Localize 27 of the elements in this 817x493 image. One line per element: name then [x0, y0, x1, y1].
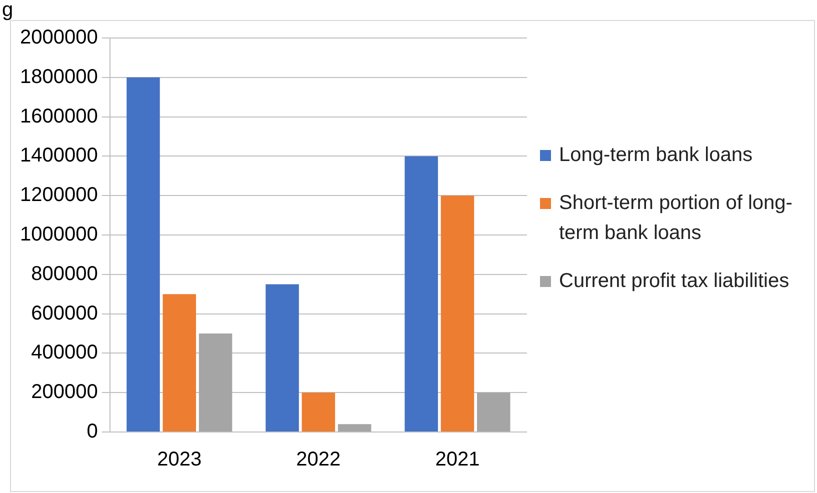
- bar: [404, 156, 438, 432]
- x-tick-label: 2022: [296, 448, 341, 471]
- y-tick-label: 400000: [31, 342, 98, 364]
- bar: [302, 392, 336, 432]
- y-tick-label: 2000000: [20, 26, 98, 49]
- bar: [266, 284, 299, 432]
- y-tick-label: 1400000: [20, 144, 98, 167]
- y-tick-label: 1200000: [20, 184, 98, 206]
- legend-label: Short-term portion of long-term bank loans: [559, 191, 794, 246]
- bar: [440, 196, 474, 432]
- x-tick-label: 2023: [157, 448, 202, 471]
- y-tick-label: 1000000: [20, 224, 98, 246]
- bar: [126, 77, 160, 432]
- y-tick-label: 1800000: [20, 66, 98, 88]
- bar: [338, 424, 372, 432]
- chart-title: g: [2, 0, 14, 21]
- y-tick-label: 200000: [31, 381, 98, 404]
- x-tick-label: 2021: [435, 448, 480, 471]
- y-tick-label: 0: [86, 420, 98, 443]
- y-tick-label: 800000: [31, 262, 98, 285]
- bar: [198, 334, 232, 432]
- legend-label: Current profit tax liabilities: [559, 269, 790, 294]
- bar: [162, 294, 196, 432]
- y-tick-label: 1600000: [20, 105, 98, 128]
- legend-label: Long-term bank loans: [559, 143, 752, 168]
- y-tick-label: 600000: [31, 302, 98, 324]
- bar: [477, 392, 510, 432]
